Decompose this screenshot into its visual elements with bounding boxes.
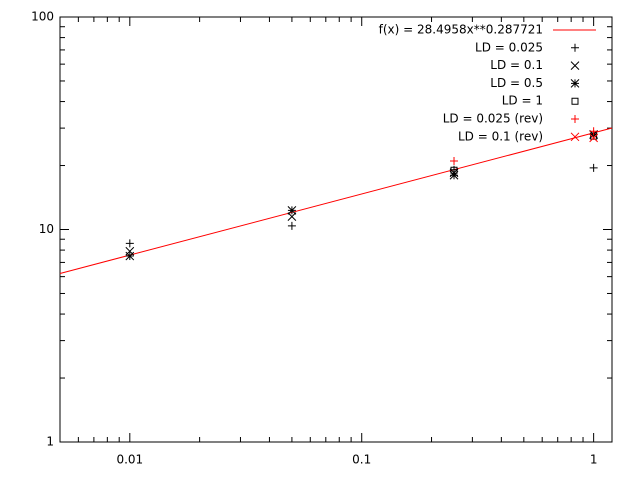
point bbox=[449, 170, 459, 180]
point bbox=[287, 206, 297, 215]
legend-label: LD = 0.025 bbox=[475, 40, 543, 54]
legend-label: LD = 0.5 bbox=[490, 76, 543, 90]
legend-marker bbox=[571, 43, 579, 52]
point bbox=[589, 133, 598, 143]
x-tick-label: 0.1 bbox=[352, 453, 371, 467]
point bbox=[450, 157, 459, 166]
point bbox=[589, 127, 598, 136]
legend-marker bbox=[570, 61, 580, 70]
legend-label: f(x) = 28.4958x**0.287721 bbox=[379, 23, 543, 37]
y-tick-label: 10 bbox=[39, 222, 54, 236]
legend-label: LD = 0.1 (rev) bbox=[458, 129, 543, 143]
y-tick-label: 100 bbox=[31, 10, 54, 24]
legend-marker bbox=[570, 132, 580, 142]
legend-label: LD = 0.1 bbox=[490, 58, 543, 72]
x-tick-label: 1 bbox=[590, 453, 598, 467]
point bbox=[287, 221, 296, 230]
legend-label: LD = 1 bbox=[502, 94, 543, 108]
fit-line bbox=[59, 127, 613, 274]
legend-marker bbox=[571, 115, 579, 123]
point bbox=[590, 132, 598, 140]
legend-label: LD = 0.025 (rev) bbox=[443, 112, 543, 126]
point bbox=[287, 212, 297, 221]
legend-marker bbox=[571, 97, 579, 105]
point bbox=[589, 163, 598, 172]
point bbox=[125, 239, 134, 248]
point bbox=[125, 251, 135, 261]
legend-marker bbox=[570, 79, 580, 88]
x-tick-label: 0.01 bbox=[116, 453, 143, 467]
point bbox=[450, 166, 458, 174]
y-tick-label: 1 bbox=[46, 435, 54, 449]
